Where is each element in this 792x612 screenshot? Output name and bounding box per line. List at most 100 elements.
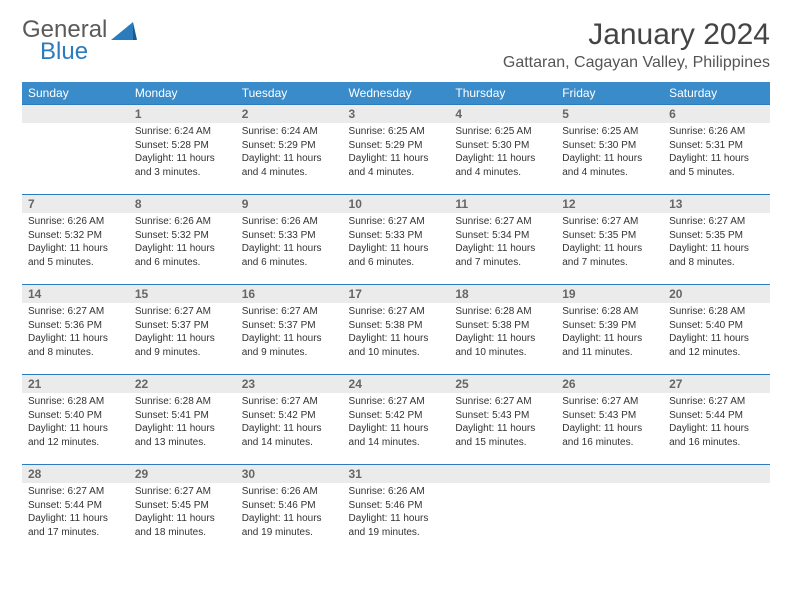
sunrise-line: Sunrise: 6:27 AM xyxy=(135,485,230,499)
calendar-week-row: 1Sunrise: 6:24 AMSunset: 5:28 PMDaylight… xyxy=(22,104,770,194)
day-content: Sunrise: 6:27 AMSunset: 5:33 PMDaylight:… xyxy=(343,213,450,275)
calendar-day-cell: 30Sunrise: 6:26 AMSunset: 5:46 PMDayligh… xyxy=(236,464,343,554)
day-content: Sunrise: 6:26 AMSunset: 5:33 PMDaylight:… xyxy=(236,213,343,275)
calendar-day-cell: 18Sunrise: 6:28 AMSunset: 5:38 PMDayligh… xyxy=(449,284,556,374)
weekday-header: Sunday xyxy=(22,82,129,104)
day-number: 3 xyxy=(343,104,450,123)
daylight-line-1: Daylight: 11 hours xyxy=(28,242,123,256)
location: Gattaran, Cagayan Valley, Philippines xyxy=(503,54,770,72)
sunset-line: Sunset: 5:46 PM xyxy=(349,499,444,513)
calendar-day-cell: 31 Sunrise: 6:26 AMSunset: 5:46 PMDayligh… xyxy=(343,464,450,554)
daylight-line-1: Daylight: 11 hours xyxy=(242,332,337,346)
sunrise-line: Sunrise: 6:25 AM xyxy=(455,125,550,139)
day-number: 5 xyxy=(556,104,663,123)
sunrise-line: Sunrise: 6:27 AM xyxy=(28,305,123,319)
daylight-line-2: and 9 minutes. xyxy=(135,346,230,360)
day-number-bar-empty xyxy=(556,464,663,483)
daylight-line-1: Daylight: 11 hours xyxy=(349,512,444,526)
daylight-line-2: and 17 minutes. xyxy=(28,526,123,540)
day-content: Sunrise: 6:27 AMSunset: 5:37 PMDaylight:… xyxy=(129,303,236,365)
daylight-line-2: and 8 minutes. xyxy=(669,256,764,270)
day-number-bar-empty xyxy=(449,464,556,483)
sunset-line: Sunset: 5:44 PM xyxy=(669,409,764,423)
calendar-week-row: 28Sunrise: 6:27 AMSunset: 5:44 PMDayligh… xyxy=(22,464,770,554)
day-number: 18 xyxy=(449,284,556,303)
daylight-line-1: Daylight: 11 hours xyxy=(135,152,230,166)
calendar-day-cell: 26Sunrise: 6:27 AMSunset: 5:43 PMDayligh… xyxy=(556,374,663,464)
daylight-line-2: and 16 minutes. xyxy=(562,436,657,450)
calendar-day-cell: 22Sunrise: 6:28 AMSunset: 5:41 PMDayligh… xyxy=(129,374,236,464)
sunset-line: Sunset: 5:40 PM xyxy=(669,319,764,333)
calendar-day-cell: 11Sunrise: 6:27 AMSunset: 5:34 PMDayligh… xyxy=(449,194,556,284)
daylight-line-1: Daylight: 11 hours xyxy=(669,152,764,166)
sunrise-line: Sunrise: 6:27 AM xyxy=(242,395,337,409)
daylight-line-2: and 8 minutes. xyxy=(28,346,123,360)
day-content: Sunrise: 6:27 AMSunset: 5:43 PMDaylight:… xyxy=(556,393,663,455)
day-number: 11 xyxy=(449,194,556,213)
weekday-header: Tuesday xyxy=(236,82,343,104)
day-number: 31 xyxy=(343,464,450,483)
daylight-line-2: and 6 minutes. xyxy=(135,256,230,270)
daylight-line-1: Daylight: 11 hours xyxy=(135,512,230,526)
calendar-day-cell: 1Sunrise: 6:24 AMSunset: 5:28 PMDaylight… xyxy=(129,104,236,194)
sunrise-line: Sunrise: 6:24 AM xyxy=(242,125,337,139)
calendar-day-cell: 13Sunrise: 6:27 AMSunset: 5:35 PMDayligh… xyxy=(663,194,770,284)
daylight-line-1: Daylight: 11 hours xyxy=(242,512,337,526)
day-content: Sunrise: 6:27 AMSunset: 5:42 PMDaylight:… xyxy=(236,393,343,455)
sunset-line: Sunset: 5:46 PM xyxy=(242,499,337,513)
sunset-line: Sunset: 5:32 PM xyxy=(28,229,123,243)
sunset-line: Sunset: 5:37 PM xyxy=(135,319,230,333)
daylight-line-1: Daylight: 11 hours xyxy=(242,422,337,436)
sunrise-line: Sunrise: 6:27 AM xyxy=(349,305,444,319)
sunrise-line: Sunrise: 6:27 AM xyxy=(562,395,657,409)
day-number: 17 xyxy=(343,284,450,303)
sunset-line: Sunset: 5:41 PM xyxy=(135,409,230,423)
daylight-line-1: Daylight: 11 hours xyxy=(28,422,123,436)
sunset-line: Sunset: 5:42 PM xyxy=(242,409,337,423)
day-number: 26 xyxy=(556,374,663,393)
day-number: 29 xyxy=(129,464,236,483)
daylight-line-2: and 6 minutes. xyxy=(349,256,444,270)
sunset-line: Sunset: 5:33 PM xyxy=(242,229,337,243)
weekday-header-row: SundayMondayTuesdayWednesdayThursdayFrid… xyxy=(22,82,770,104)
day-number: 30 xyxy=(236,464,343,483)
daylight-line-2: and 14 minutes. xyxy=(242,436,337,450)
sunset-line: Sunset: 5:34 PM xyxy=(455,229,550,243)
calendar-day-cell: 4Sunrise: 6:25 AMSunset: 5:30 PMDaylight… xyxy=(449,104,556,194)
daylight-line-2: and 14 minutes. xyxy=(349,436,444,450)
day-number: 1 xyxy=(129,104,236,123)
daylight-line-1: Daylight: 11 hours xyxy=(562,242,657,256)
sunrise-line: Sunrise: 6:26 AM xyxy=(349,485,444,499)
sunrise-line: Sunrise: 6:26 AM xyxy=(669,125,764,139)
sunset-line: Sunset: 5:35 PM xyxy=(669,229,764,243)
calendar-day-cell: 27Sunrise: 6:27 AMSunset: 5:44 PMDayligh… xyxy=(663,374,770,464)
day-number: 27 xyxy=(663,374,770,393)
day-number: 13 xyxy=(663,194,770,213)
logo-text: General Blue xyxy=(22,18,107,64)
daylight-line-1: Daylight: 11 hours xyxy=(242,152,337,166)
sunset-line: Sunset: 5:40 PM xyxy=(28,409,123,423)
calendar-day-cell: 12Sunrise: 6:27 AMSunset: 5:35 PMDayligh… xyxy=(556,194,663,284)
daylight-line-1: Daylight: 11 hours xyxy=(349,152,444,166)
calendar-day-cell: 29Sunrise: 6:27 AMSunset: 5:45 PMDayligh… xyxy=(129,464,236,554)
daylight-line-1: Daylight: 11 hours xyxy=(242,242,337,256)
sunset-line: Sunset: 5:43 PM xyxy=(455,409,550,423)
day-content: Sunrise: 6:25 AMSunset: 5:29 PMDaylight:… xyxy=(343,123,450,185)
calendar-day-cell: 6Sunrise: 6:26 AMSunset: 5:31 PMDaylight… xyxy=(663,104,770,194)
calendar-week-row: 14Sunrise: 6:27 AMSunset: 5:36 PMDayligh… xyxy=(22,284,770,374)
day-number: 25 xyxy=(449,374,556,393)
day-number: 28 xyxy=(22,464,129,483)
calendar-day-cell xyxy=(556,464,663,554)
day-number: 19 xyxy=(556,284,663,303)
day-number: 23 xyxy=(236,374,343,393)
weekday-header: Friday xyxy=(556,82,663,104)
sunrise-line: Sunrise: 6:27 AM xyxy=(669,395,764,409)
day-content: Sunrise: 6:25 AMSunset: 5:30 PMDaylight:… xyxy=(556,123,663,185)
sunrise-line: Sunrise: 6:25 AM xyxy=(349,125,444,139)
day-number: 2 xyxy=(236,104,343,123)
weekday-header: Wednesday xyxy=(343,82,450,104)
sunset-line: Sunset: 5:28 PM xyxy=(135,139,230,153)
sunrise-line: Sunrise: 6:28 AM xyxy=(28,395,123,409)
daylight-line-2: and 11 minutes. xyxy=(562,346,657,360)
calendar-day-cell: 9Sunrise: 6:26 AMSunset: 5:33 PMDaylight… xyxy=(236,194,343,284)
